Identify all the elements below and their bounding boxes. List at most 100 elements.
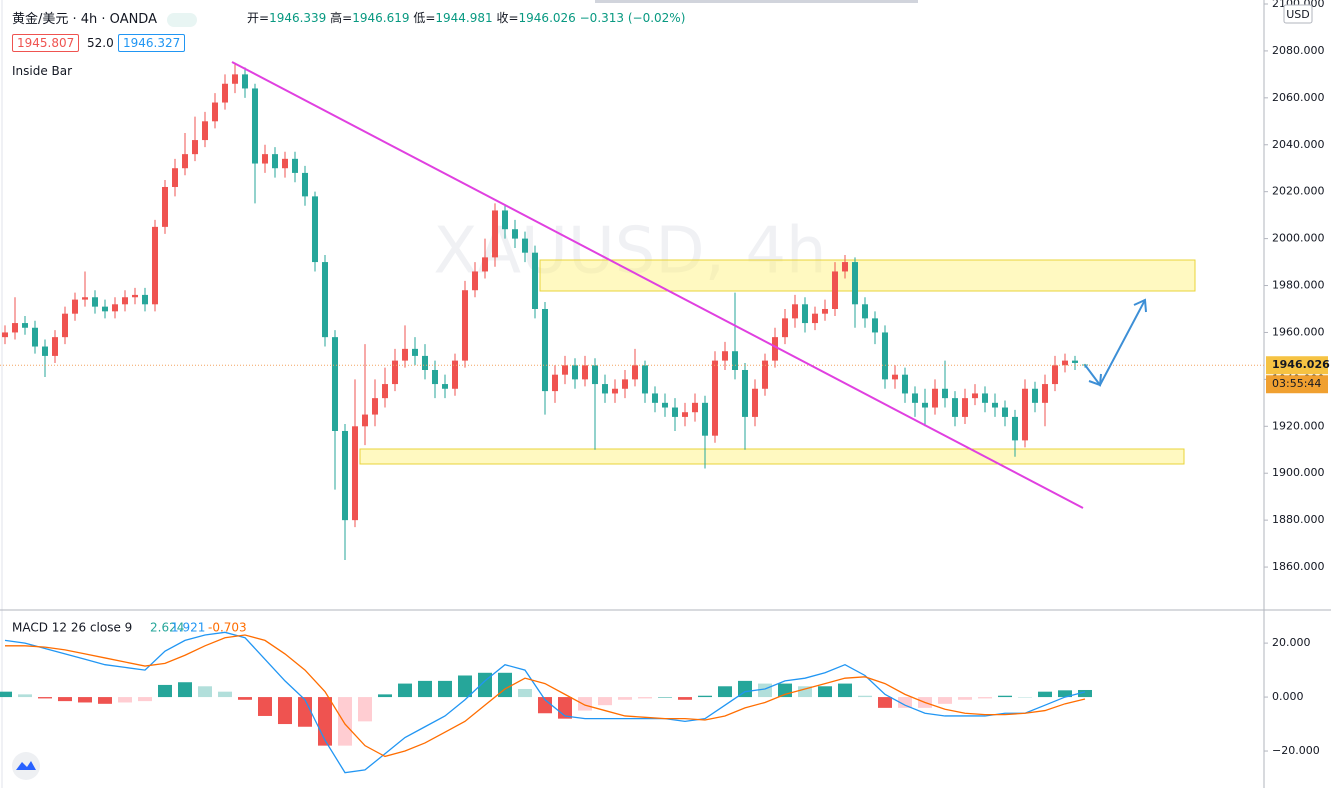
- candle-body: [922, 402, 928, 408]
- macd-bar: [298, 697, 312, 727]
- y-tick-label: 2040.000: [1272, 138, 1325, 151]
- macd-bar: [698, 695, 712, 698]
- logo-mark: [16, 761, 36, 770]
- macd-bar: [278, 697, 292, 725]
- macd-bar: [618, 697, 632, 700]
- macd-bar: [458, 675, 472, 698]
- candle-body: [422, 355, 428, 370]
- countdown-box: [1266, 375, 1328, 394]
- candle-body: [192, 140, 198, 155]
- candle-body: [162, 186, 168, 227]
- candle-body: [92, 297, 98, 307]
- y-tick-label: 1920.000: [1272, 419, 1325, 432]
- macd-bar: [838, 683, 852, 698]
- macd-bar: [378, 694, 392, 698]
- status-icons[interactable]: [167, 12, 198, 27]
- top-panel-edge: [595, 0, 918, 3]
- candle-body: [342, 430, 348, 521]
- candle-body: [152, 226, 158, 305]
- arrow-head: [1133, 298, 1147, 313]
- candle-body: [492, 210, 498, 258]
- macd-bar: [758, 683, 772, 698]
- symbol-text: 黄金/美元 · 4h · OANDA: [12, 12, 157, 27]
- candle-body: [862, 304, 868, 319]
- candle-body: [722, 351, 728, 361]
- candle-body: [902, 374, 908, 394]
- candle-body: [512, 229, 518, 239]
- macd-bar: [518, 688, 532, 698]
- change: −0.313 (−0.02%): [579, 11, 686, 25]
- candle-body: [232, 74, 238, 84]
- macd-bar: [418, 680, 432, 698]
- arrow-head: [1088, 373, 1102, 387]
- spread: 52.0: [87, 36, 114, 50]
- macd-hist-value: 2.624: [150, 621, 184, 635]
- ohlc-label: 高=: [330, 11, 353, 25]
- y-tick-label: 20.000: [1272, 636, 1311, 649]
- candle-body: [822, 308, 828, 314]
- candle-body: [312, 196, 318, 263]
- candle-body: [392, 360, 398, 385]
- candle-body: [892, 374, 898, 380]
- candle-body: [432, 369, 438, 385]
- candle-body: [552, 374, 558, 392]
- candle-body: [692, 402, 698, 413]
- macd-bar: [898, 697, 912, 708]
- macd-bar: [538, 697, 552, 714]
- candle-body: [382, 384, 388, 399]
- macd-bar: [218, 691, 232, 698]
- macd-bar: [1018, 697, 1032, 698]
- macd-bar: [858, 695, 872, 698]
- price-label-box: [1266, 356, 1328, 375]
- candle-body: [612, 388, 618, 394]
- macd-bar: [0, 691, 12, 698]
- macd-bar: [638, 697, 652, 699]
- candle-body: [272, 154, 278, 169]
- candle-body: [1012, 416, 1018, 441]
- bid[interactable]: 1945.807: [12, 34, 80, 52]
- ask[interactable]: 1946.327: [118, 34, 186, 52]
- watermark: XAUUSD, 4h: [433, 215, 826, 289]
- macd-bar: [978, 697, 992, 699]
- candle-body: [52, 337, 58, 356]
- indicator-label: Inside Bar: [12, 64, 73, 78]
- candle-body: [772, 337, 778, 361]
- candle-body: [222, 83, 228, 103]
- candle-body: [12, 323, 18, 333]
- candle-body: [322, 262, 328, 338]
- candle-body: [972, 393, 978, 399]
- candle-body: [632, 365, 638, 380]
- ohlc-value: 1946.619: [352, 11, 410, 25]
- macd-bar: [718, 686, 732, 698]
- candle-body: [592, 365, 598, 385]
- macd-bar: [938, 697, 952, 704]
- macd-bar: [798, 686, 812, 698]
- candle-body: [112, 304, 118, 312]
- candle-body: [122, 297, 128, 305]
- candle-body: [402, 348, 408, 361]
- candle-body: [642, 365, 648, 394]
- candle-body: [682, 412, 688, 417]
- candle-body: [992, 402, 998, 408]
- y-tick-label: 1980.000: [1272, 279, 1325, 292]
- candle-body: [712, 360, 718, 436]
- candle-body: [212, 102, 218, 122]
- macd-bar: [178, 682, 192, 698]
- ohlc-value: 1946.339: [269, 11, 327, 25]
- candle-body: [362, 414, 368, 427]
- macd-bar: [438, 680, 452, 698]
- macd-bar: [138, 697, 152, 702]
- macd-bar: [198, 686, 212, 698]
- candle-body: [442, 384, 448, 389]
- macd-bar: [878, 697, 892, 708]
- macd-bar: [958, 697, 972, 700]
- resistance-zone: [539, 259, 1196, 292]
- candle-body: [732, 351, 738, 370]
- macd-bar: [398, 683, 412, 698]
- candle-body: [872, 318, 878, 333]
- candle-body: [1042, 384, 1048, 403]
- y-tick-label: 0.000: [1272, 690, 1304, 703]
- candle-body: [1072, 360, 1078, 363]
- trend-line: [231, 61, 1084, 509]
- candle-body: [2, 332, 8, 338]
